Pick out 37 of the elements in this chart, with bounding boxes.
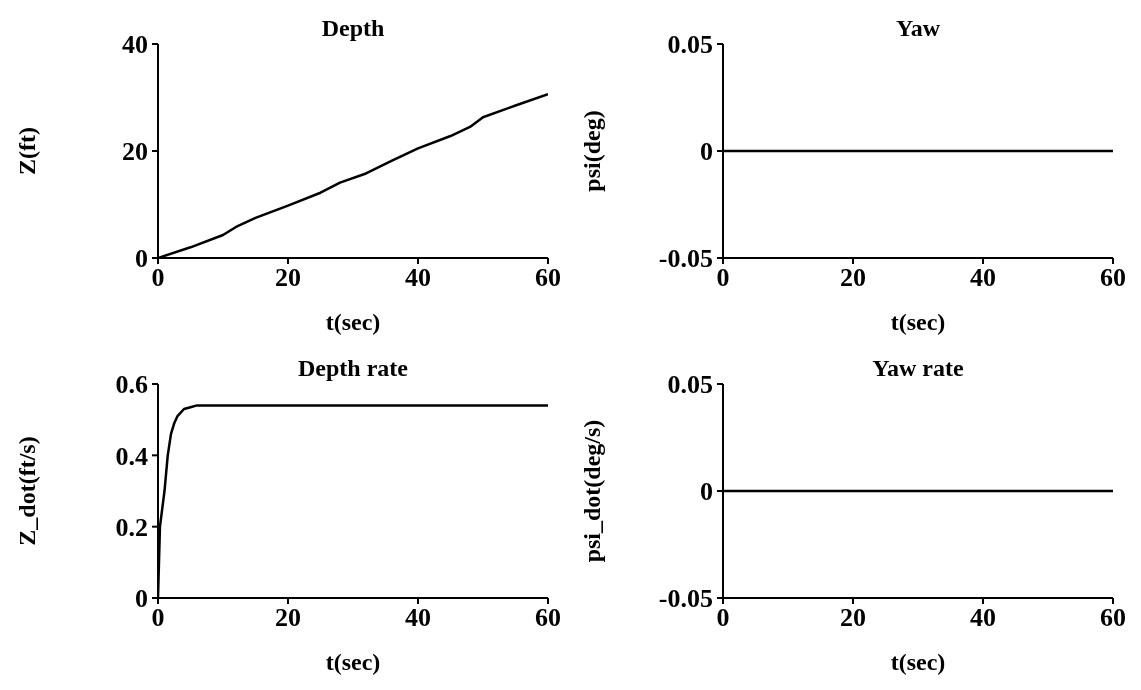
- x-tick-label: 60: [1100, 603, 1126, 633]
- y-tick-label: 20: [122, 137, 148, 167]
- y-tick-label: 0.2: [115, 512, 148, 542]
- x-axis-title: t(sec): [325, 649, 381, 675]
- y-tick-label: 0: [135, 584, 148, 614]
- y-tick-label: 0.05: [667, 30, 713, 60]
- y-tick-label: 0: [700, 137, 713, 167]
- chart-title: Depth: [321, 15, 385, 41]
- y-tick-label: 0.6: [115, 370, 148, 400]
- x-tick-label: 40: [970, 263, 996, 293]
- y-tick-label: 0: [700, 477, 713, 507]
- y-tick-label: 0.4: [115, 441, 148, 471]
- x-tick-label: 60: [535, 603, 561, 633]
- x-axis-title: t(sec): [890, 649, 946, 675]
- x-tick-label: 40: [970, 603, 996, 633]
- x-axis-title: t(sec): [890, 309, 946, 335]
- y-tick-label: 0: [135, 244, 148, 274]
- y-axis-title: psi(deg): [578, 110, 605, 192]
- x-tick-label: 20: [840, 263, 866, 293]
- y-axis-title: Z_dot(ft/s): [13, 436, 40, 546]
- chart-title: Yaw rate: [872, 355, 964, 381]
- y-axis-title: psi_dot(deg/s): [578, 419, 605, 563]
- x-tick-label: 20: [840, 603, 866, 633]
- y-tick-label: -0.05: [658, 244, 713, 274]
- y-tick-label: -0.05: [658, 584, 713, 614]
- x-tick-label: 60: [1100, 263, 1126, 293]
- chart-title: Yaw: [895, 15, 941, 41]
- x-tick-label: 60: [535, 263, 561, 293]
- x-tick-label: 40: [405, 603, 431, 633]
- x-axis-title: t(sec): [325, 309, 381, 335]
- y-tick-label: 0.05: [667, 370, 713, 400]
- y-axis-title: Z(ft): [13, 127, 40, 175]
- x-tick-label: 20: [275, 603, 301, 633]
- x-tick-label: 40: [405, 263, 431, 293]
- chart-title: Depth rate: [298, 355, 409, 381]
- y-tick-label: 40: [122, 30, 148, 60]
- x-tick-label: 20: [275, 263, 301, 293]
